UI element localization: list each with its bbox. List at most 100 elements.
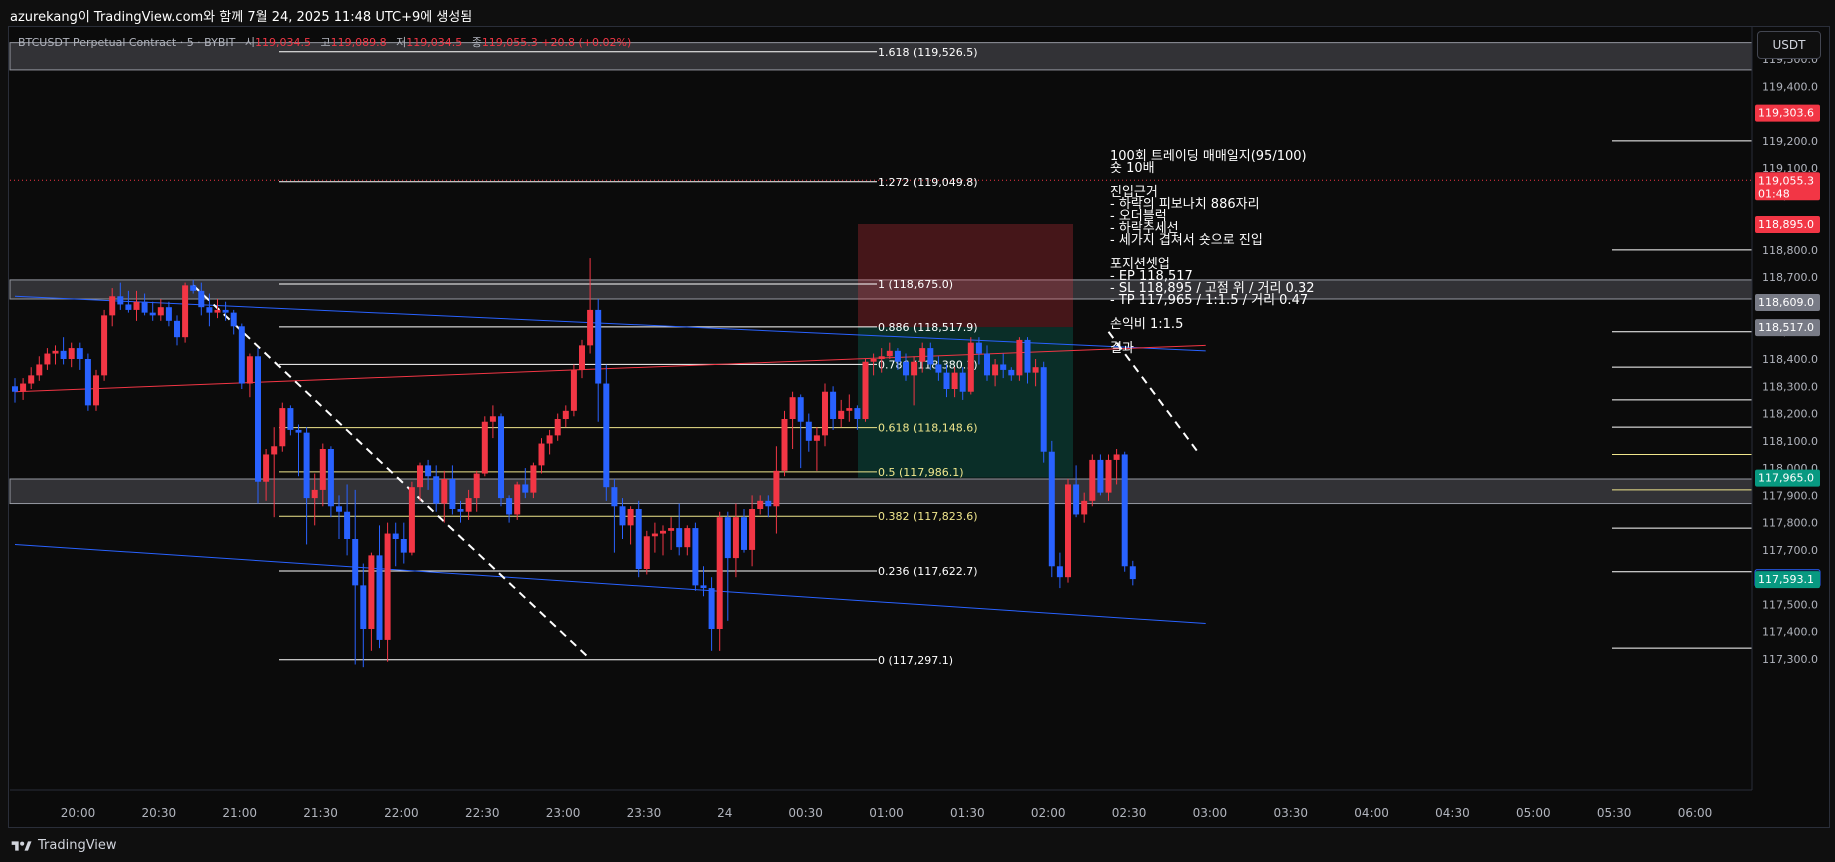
fib-label-9: 0 (117,297.1)	[878, 654, 953, 667]
candle-body-83	[684, 528, 691, 548]
price-badge-7	[1755, 571, 1820, 589]
candle-body-4	[44, 353, 51, 365]
candle-body-25	[214, 309, 221, 313]
candle-body-41	[344, 511, 351, 539]
candle-body-130	[1065, 484, 1071, 578]
caption-bar: azurekang이 TradingView.com와 함께 7월 24, 20…	[0, 0, 1835, 26]
candle-body-110	[903, 361, 909, 376]
candle-body-3	[36, 364, 43, 376]
candle-body-84	[692, 528, 699, 586]
time-tick-15: 03:30	[1273, 806, 1308, 820]
candle-body-104	[854, 408, 861, 419]
price-tick-14: 118,100.0	[1762, 435, 1818, 448]
price-tick-18: 117,700.0	[1762, 544, 1818, 557]
fib-label-2: 1 (118,675.0)	[878, 278, 953, 291]
candle-body-37	[311, 489, 318, 499]
candle-body-61	[506, 498, 513, 515]
candle-body-72	[595, 309, 602, 384]
high-value: 119,089.8	[330, 36, 387, 49]
trendline-3	[192, 284, 591, 660]
time-tick-10: 01:00	[869, 806, 904, 820]
trendline-1	[14, 543, 1206, 625]
fib-label-1: 1.272 (119,049.8)	[878, 176, 978, 189]
footer: TradingView	[10, 838, 117, 853]
candle-body-34	[287, 408, 294, 430]
candle-body-54	[449, 479, 456, 509]
candle-body-116	[951, 372, 958, 389]
trendline-2	[14, 344, 1206, 393]
fib-label-8: 0.236 (117,622.7)	[878, 565, 978, 578]
candle-body-63	[522, 484, 529, 493]
candle-body-64	[530, 465, 537, 493]
price-tick-22: 117,300.0	[1762, 653, 1818, 666]
candle-body-82	[676, 528, 683, 548]
candle-body-28	[238, 326, 245, 384]
candle-body-91	[749, 509, 756, 550]
candle-body-68	[562, 410, 569, 419]
time-tick-1: 20:30	[142, 806, 177, 820]
time-tick-3: 21:30	[303, 806, 338, 820]
candle-body-27	[230, 312, 237, 327]
candle-body-106	[870, 359, 877, 362]
candle-body-56	[465, 498, 472, 512]
candle-body-107	[878, 356, 885, 359]
time-tick-18: 05:00	[1516, 806, 1551, 820]
currency-button[interactable]: USDT	[1757, 31, 1821, 59]
candle-body-21	[182, 285, 189, 338]
candle-body-49	[408, 487, 415, 553]
candle-body-43	[360, 585, 367, 629]
trendline-4	[1107, 331, 1199, 453]
candle-body-42	[352, 539, 359, 586]
candle-body-94	[773, 470, 780, 507]
candle-body-53	[441, 479, 448, 504]
fib-label-0: 1.618 (119,526.5)	[878, 46, 978, 59]
candle-body-80	[660, 530, 666, 534]
candle-body-125	[1024, 339, 1031, 373]
fib-label-4: 0.786 (118,380.1)	[878, 358, 978, 371]
time-tick-17: 04:30	[1435, 806, 1470, 820]
candle-body-85	[700, 585, 707, 589]
time-tick-5: 22:30	[465, 806, 500, 820]
candle-body-19	[165, 307, 172, 321]
price-badge-4	[1755, 319, 1820, 337]
candle-body-128	[1048, 451, 1055, 567]
price-tick-16: 117,900.0	[1762, 489, 1818, 502]
price-tick-13: 118,200.0	[1762, 408, 1818, 421]
time-tick-4: 22:00	[384, 806, 419, 820]
candle-body-22	[190, 285, 197, 291]
tradingview-brand: TradingView	[38, 838, 117, 853]
candle-body-20	[174, 320, 180, 338]
candle-body-29	[246, 356, 253, 384]
change-value: +20.8 (+0.02%)	[541, 36, 632, 49]
candle-body-36	[303, 432, 310, 499]
candle-body-40	[336, 506, 342, 512]
tradingview-logo-icon	[11, 840, 32, 851]
candle-body-1	[20, 383, 27, 392]
candle-body-115	[943, 372, 950, 389]
open-value: 119,034.5	[254, 36, 311, 49]
candle-body-93	[765, 500, 772, 507]
candle-body-109	[894, 350, 901, 362]
candle-body-48	[400, 539, 407, 553]
price-tick-7: 118,800.0	[1762, 244, 1818, 257]
candle-body-17	[149, 312, 156, 316]
price-tick-3: 119,200.0	[1762, 135, 1818, 148]
candle-body-108	[886, 350, 893, 357]
time-tick-14: 03:00	[1193, 806, 1228, 820]
price-badge-label-4: 118,517.0	[1758, 321, 1814, 334]
time-tick-12: 02:00	[1031, 806, 1066, 820]
candle-body-14	[125, 304, 132, 310]
candle-body-98	[805, 421, 812, 441]
candle-body-26	[222, 309, 229, 313]
candle-body-35	[295, 429, 302, 433]
candle-body-55	[457, 509, 464, 512]
candle-body-38	[319, 449, 326, 490]
candle-body-136	[1113, 454, 1120, 460]
candle-body-96	[789, 397, 796, 419]
candle-body-7	[68, 348, 75, 359]
candle-body-52	[433, 476, 440, 504]
fib-label-6: 0.5 (117,986.1)	[878, 466, 964, 479]
candle-body-59	[489, 416, 496, 422]
time-tick-20: 06:00	[1678, 806, 1713, 820]
